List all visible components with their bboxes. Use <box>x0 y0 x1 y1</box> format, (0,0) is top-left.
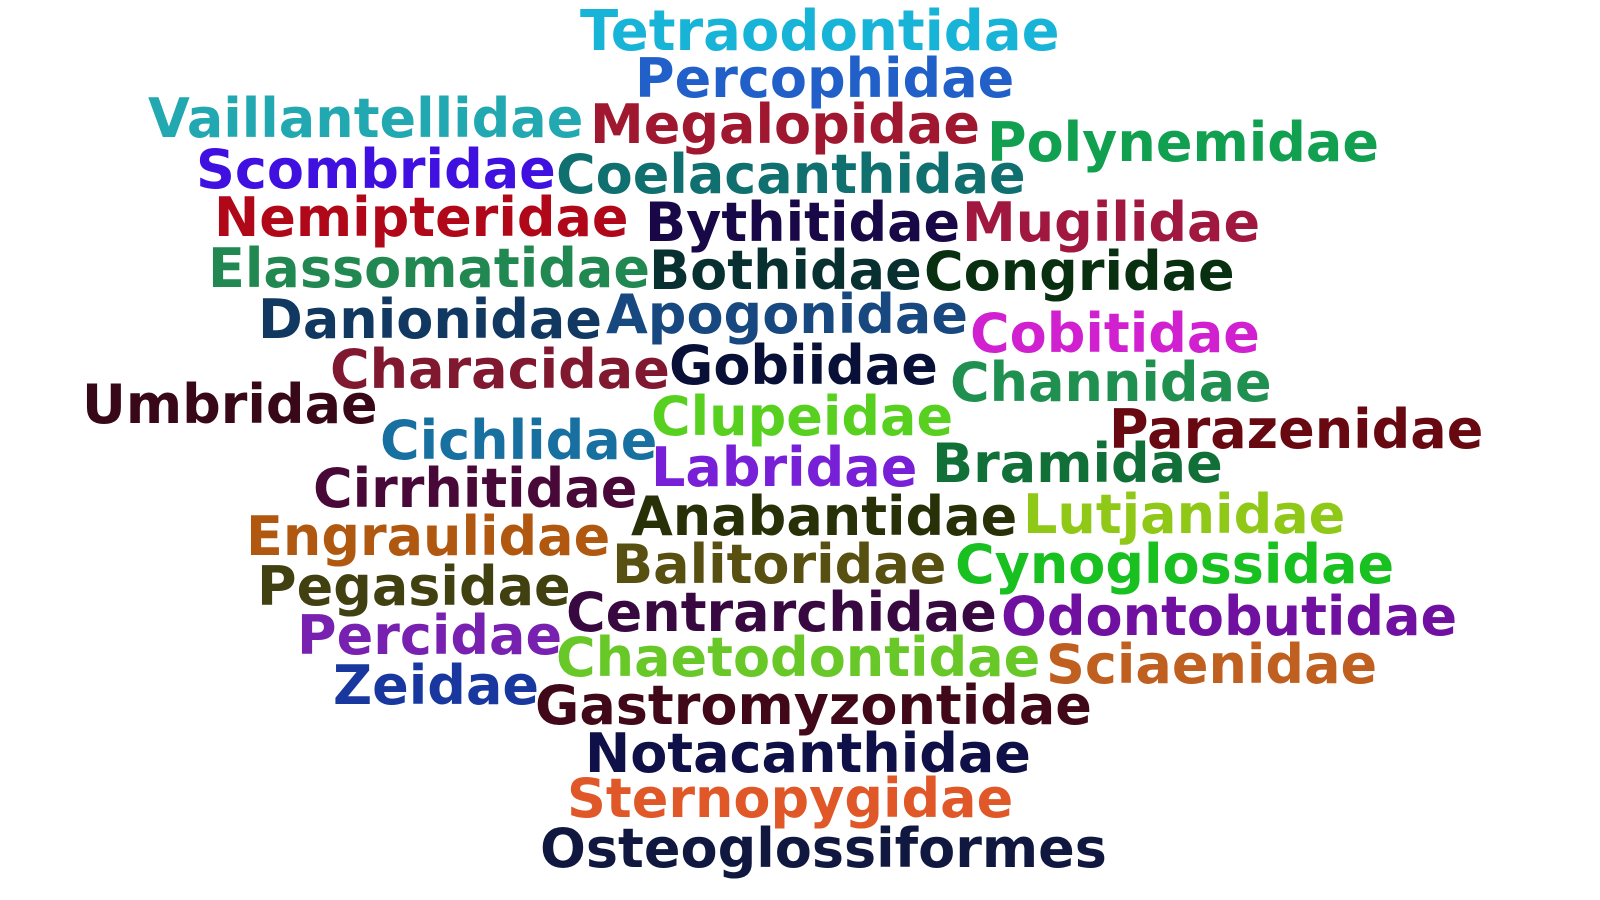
word-sciaenidae: Sciaenidae <box>1046 633 1378 696</box>
word-clupeidae: Clupeidae <box>651 385 954 448</box>
word-coelacanthidae: Coelacanthidae <box>556 143 1026 206</box>
word-notacanthidae: Notacanthidae <box>585 722 1031 785</box>
word-odontobutidae: Odontobutidae <box>1001 585 1458 648</box>
word-polynemidae: Polynemidae <box>987 111 1379 174</box>
word-sternopygidae: Sternopygidae <box>567 767 1014 830</box>
word-danionidae: Danionidae <box>258 288 602 351</box>
word-parazenidae: Parazenidae <box>1109 398 1484 461</box>
word-bothidae: Bothidae <box>649 239 922 302</box>
word-bramidae: Bramidae <box>932 432 1223 495</box>
word-lutjanidae: Lutjanidae <box>1023 483 1346 546</box>
word-apogonidae: Apogonidae <box>606 283 968 346</box>
word-pegasidae: Pegasidae <box>257 555 571 618</box>
word-mugilidae: Mugilidae <box>962 191 1261 254</box>
word-cirrhitidae: Cirrhitidae <box>313 457 638 520</box>
word-chaetodontidae: Chaetodontidae <box>556 626 1041 689</box>
word-elassomatidae: Elassomatidae <box>208 237 650 300</box>
word-percophidae: Percophidae <box>635 47 1015 110</box>
word-nemipteridae: Nemipteridae <box>214 186 629 249</box>
word-percidae: Percidae <box>297 604 563 667</box>
word-osteoglossiformes: Osteoglossiformes <box>540 817 1107 880</box>
word-characidae: Characidae <box>330 338 670 401</box>
word-anabantidae: Anabantidae <box>631 485 1018 548</box>
word-gobiidae: Gobiidae <box>669 334 938 397</box>
word-centrarchidae: Centrarchidae <box>566 581 997 644</box>
word-bythitidae: Bythitidae <box>645 191 961 254</box>
word-cichlidae: Cichlidae <box>380 409 658 472</box>
word-zeidae: Zeidae <box>333 654 540 717</box>
word-vaillantellidae: Vaillantellidae <box>148 87 584 150</box>
word-scombridae: Scombridae <box>196 138 556 201</box>
word-congridae: Congridae <box>924 240 1235 303</box>
word-cynoglossidae: Cynoglossidae <box>955 533 1395 596</box>
word-cobitidae: Cobitidae <box>970 302 1260 365</box>
word-engraulidae: Engraulidae <box>246 505 611 568</box>
word-megalopidae: Megalopidae <box>590 93 980 156</box>
word-balitoridae: Balitoridae <box>612 533 947 596</box>
word-tetraodontidae: Tetraodontidae <box>580 0 1060 64</box>
word-labridae: Labridae <box>651 436 918 499</box>
word-umbridae: Umbridae <box>82 373 378 436</box>
word-gastromyzontidae: Gastromyzontidae <box>535 674 1092 737</box>
word-channidae: Channidae <box>950 351 1272 414</box>
